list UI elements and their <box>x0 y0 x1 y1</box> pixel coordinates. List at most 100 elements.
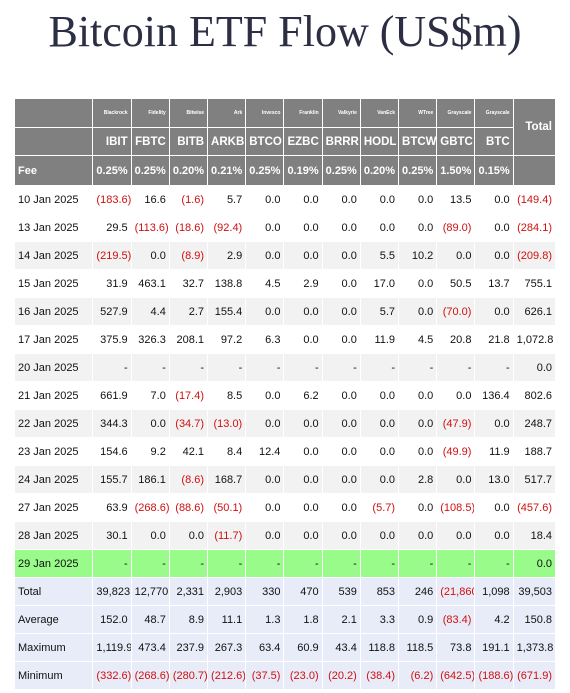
flow-value: (188.6) <box>474 661 514 690</box>
flow-value: 0.0 <box>321 269 361 298</box>
flow-value: - <box>359 549 400 578</box>
data-row: 24 Jan 2025 155.7 186.1 (8.6) 168.7 0.0 0.0 0.0… <box>13 465 557 494</box>
flow-value: 0.0 <box>398 409 438 438</box>
fee-value: 0.20% <box>168 155 209 186</box>
flow-value: (89.0) <box>436 213 476 242</box>
row-label: 10 Jan 2025 <box>13 185 94 214</box>
flow-value: (671.9) <box>512 661 557 690</box>
flow-value: 0.0 <box>321 185 361 214</box>
ticker: BRRR <box>321 127 361 156</box>
flow-value: 0.0 <box>245 381 285 410</box>
flow-value: 4.4 <box>130 297 170 326</box>
flow-value: - <box>359 353 400 382</box>
flow-value: 1.3 <box>245 605 285 634</box>
flow-value: 0.0 <box>398 381 438 410</box>
data-row: 17 Jan 2025 375.9 326.3 208.1 97.2 6.3 0.0 0.0 1… <box>13 325 557 354</box>
flow-value: 626.1 <box>512 297 557 326</box>
flow-value: 8.5 <box>207 381 247 410</box>
fee-label: Fee <box>13 155 94 186</box>
flow-value: 0.0 <box>245 465 285 494</box>
flow-value: - <box>474 549 514 578</box>
flow-value: 0.0 <box>512 353 557 382</box>
flow-value: (11.7) <box>207 521 247 550</box>
fee-value: 1.50% <box>436 155 476 186</box>
flow-value: (21,860) <box>436 577 476 606</box>
flow-value: 0.0 <box>474 521 514 550</box>
ticker: IBIT <box>92 127 132 156</box>
flow-value: (70.0) <box>436 297 476 326</box>
fee-value: 0.19% <box>283 155 323 186</box>
issuer-name: WTree <box>398 98 438 128</box>
flow-value: (6.2) <box>398 661 438 690</box>
flow-value: - <box>207 549 247 578</box>
flow-value: - <box>474 353 514 382</box>
flow-value: 0.0 <box>321 241 361 270</box>
flow-value: 344.3 <box>92 409 132 438</box>
flow-value: - <box>398 353 438 382</box>
flow-value: (212.6) <box>207 661 247 690</box>
flow-value: 2.9 <box>283 269 323 298</box>
flow-value: 0.0 <box>321 493 361 522</box>
flow-value: 155.7 <box>92 465 132 494</box>
flow-value: 6.2 <box>283 381 323 410</box>
fee-value: 0.25% <box>130 155 170 186</box>
flow-value: 0.0 <box>321 437 361 466</box>
page-title: Bitcoin ETF Flow (US$m) <box>48 7 522 56</box>
issuer-name: Invesco <box>245 98 285 128</box>
flow-value: 0.0 <box>283 297 323 326</box>
flow-value: 12,770 <box>130 577 170 606</box>
flow-value: 21.8 <box>474 325 514 354</box>
flow-value: (38.4) <box>359 661 400 690</box>
flow-value: 17.0 <box>359 269 400 298</box>
issuer-name: VanEck <box>359 98 400 128</box>
flow-value: 13.7 <box>474 269 514 298</box>
flow-value: 0.0 <box>398 297 438 326</box>
ticker: GBTC <box>436 127 476 156</box>
fee-row: Fee 0.25% 0.25% 0.20% 0.21% 0.25% 0.19% 0.25% 0.… <box>13 155 557 186</box>
flow-value: - <box>168 353 209 382</box>
flow-value: 470 <box>283 577 323 606</box>
flow-value: (83.4) <box>436 605 476 634</box>
flow-value: 0.0 <box>283 409 323 438</box>
flow-value: - <box>207 353 247 382</box>
flow-value: 0.0 <box>321 409 361 438</box>
flow-value: 4.5 <box>245 269 285 298</box>
flow-value: (49.9) <box>436 437 476 466</box>
data-row: Total 39,823 12,770 2,331 2,903 330 470 539 853 2… <box>13 577 557 606</box>
flow-value: - <box>283 353 323 382</box>
flow-value: 186.1 <box>130 465 170 494</box>
row-label: 13 Jan 2025 <box>13 213 94 242</box>
issuer-row: Blackrock Fidelity Bitwise Ark Invesco Frankl… <box>13 98 557 156</box>
flow-value: 0.0 <box>398 269 438 298</box>
flow-value: - <box>130 353 170 382</box>
flow-value: 150.8 <box>512 605 557 634</box>
flow-value: 3.3 <box>359 605 400 634</box>
flow-value: 2,903 <box>207 577 247 606</box>
flow-value: 0.9 <box>398 605 438 634</box>
flow-value: (280.7) <box>168 661 209 690</box>
data-row: 27 Jan 2025 63.9 (268.6) (88.6) (50.1) 0.0 0.0… <box>13 493 557 522</box>
flow-value: 1,072.8 <box>512 325 557 354</box>
flow-value: 8.9 <box>168 605 209 634</box>
flow-value: 0.0 <box>283 493 323 522</box>
flow-value: 73.8 <box>436 633 476 662</box>
flow-value: 5.7 <box>359 297 400 326</box>
flow-value: (8.9) <box>168 241 209 270</box>
flow-value: 0.0 <box>359 409 400 438</box>
flow-value: 43.4 <box>321 633 361 662</box>
flow-value: 0.0 <box>245 213 285 242</box>
flow-value: 755.1 <box>512 269 557 298</box>
ticker: ARKB <box>207 127 247 156</box>
flow-value: - <box>398 549 438 578</box>
fee-value: 0.21% <box>207 155 247 186</box>
flow-value: - <box>321 353 361 382</box>
flow-value: (23.0) <box>283 661 323 690</box>
fee-empty <box>512 155 557 186</box>
data-row: Minimum (332.6) (268.6) (280.7) (212.6) (37.5… <box>13 661 557 690</box>
data-row: 28 Jan 2025 30.1 0.0 0.0 (11.7) 0.0 0.0 0.0 0.0 0… <box>13 521 557 550</box>
issuer-name: Grayscale <box>436 98 476 128</box>
flow-value: 0.0 <box>245 297 285 326</box>
ticker: BTCW <box>398 127 438 156</box>
flow-value: 136.4 <box>474 381 514 410</box>
